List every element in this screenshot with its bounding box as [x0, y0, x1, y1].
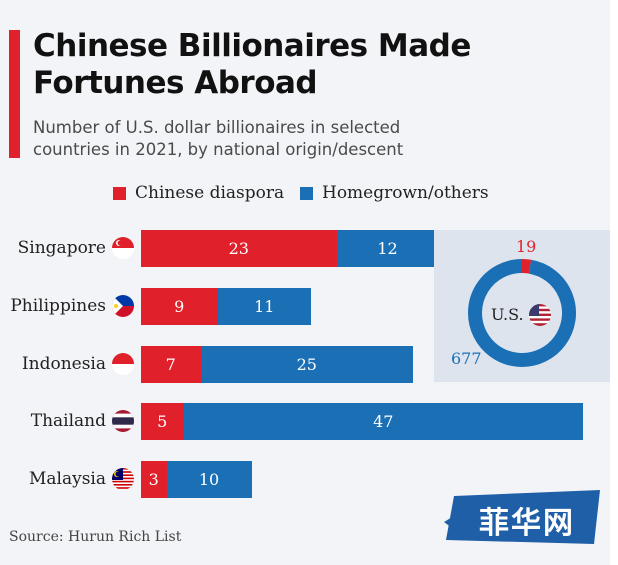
donut-slice-homegrown [468, 259, 576, 367]
data-label: 47 [373, 412, 394, 431]
category-label: Malaysia [28, 469, 106, 489]
philippines-flag-icon [112, 295, 134, 317]
title-accent-bar [9, 30, 20, 158]
usa-flag-icon [529, 304, 551, 326]
category-label: Indonesia [21, 354, 106, 374]
watermark-logo [444, 490, 600, 544]
chart-subtitle: Number of U.S. dollar billionaires in se… [33, 118, 404, 159]
us-label-group: U.S. [491, 303, 524, 327]
data-label: 3 [148, 470, 159, 489]
category-label: Thailand [30, 411, 106, 431]
us-label: U.S. [491, 305, 524, 324]
legend: Chinese diaspora Homegrown/others [0, 183, 610, 207]
data-label: 25 [296, 355, 317, 374]
legend-swatch-chinese [113, 186, 126, 200]
thailand-flag-icon [112, 410, 134, 432]
data-label: 12 [377, 239, 398, 258]
bar-chinese [141, 346, 201, 383]
legend-item-chinese: Chinese diaspora [113, 183, 284, 203]
data-label: 5 [157, 412, 168, 431]
legend-label-homegrown: Homegrown/others [322, 183, 489, 203]
legend-swatch-homegrown [300, 186, 313, 200]
donut-slice-chinese [521, 259, 532, 274]
us-chinese-value: 19 [516, 237, 537, 256]
chart-title: Chinese Billionaires Made Fortunes Abroa… [33, 28, 471, 101]
legend-label-chinese: Chinese diaspora [135, 183, 285, 203]
us-homegrown-value: 677 [451, 349, 482, 368]
us-donut-chart [468, 259, 576, 367]
data-label: 11 [254, 297, 275, 316]
watermark-text: 菲华网 [479, 506, 575, 541]
category-label: Singapore [17, 238, 106, 258]
bar-homegrown [200, 346, 413, 383]
bar-chinese [141, 230, 337, 267]
bar-homegrown [217, 288, 311, 325]
singapore-flag-icon [112, 237, 134, 259]
data-label: 23 [228, 239, 249, 258]
bar-chinese [141, 461, 167, 498]
data-label: 10 [198, 470, 220, 489]
category-label: Philippines [10, 296, 106, 316]
indonesia-flag-icon [112, 353, 134, 375]
bar-homegrown [336, 230, 439, 267]
legend-item-homegrown: Homegrown/others [300, 183, 489, 203]
bar-chinese [141, 403, 184, 440]
bar-chinese [141, 288, 218, 325]
data-label: 9 [174, 297, 185, 316]
malaysia-flag-icon [112, 468, 134, 490]
us-inset [434, 230, 610, 382]
bar-homegrown [166, 461, 252, 498]
bar-homegrown [183, 403, 583, 440]
source-note: Source: Hurun Rich List [9, 529, 182, 545]
data-label: 7 [165, 355, 176, 374]
